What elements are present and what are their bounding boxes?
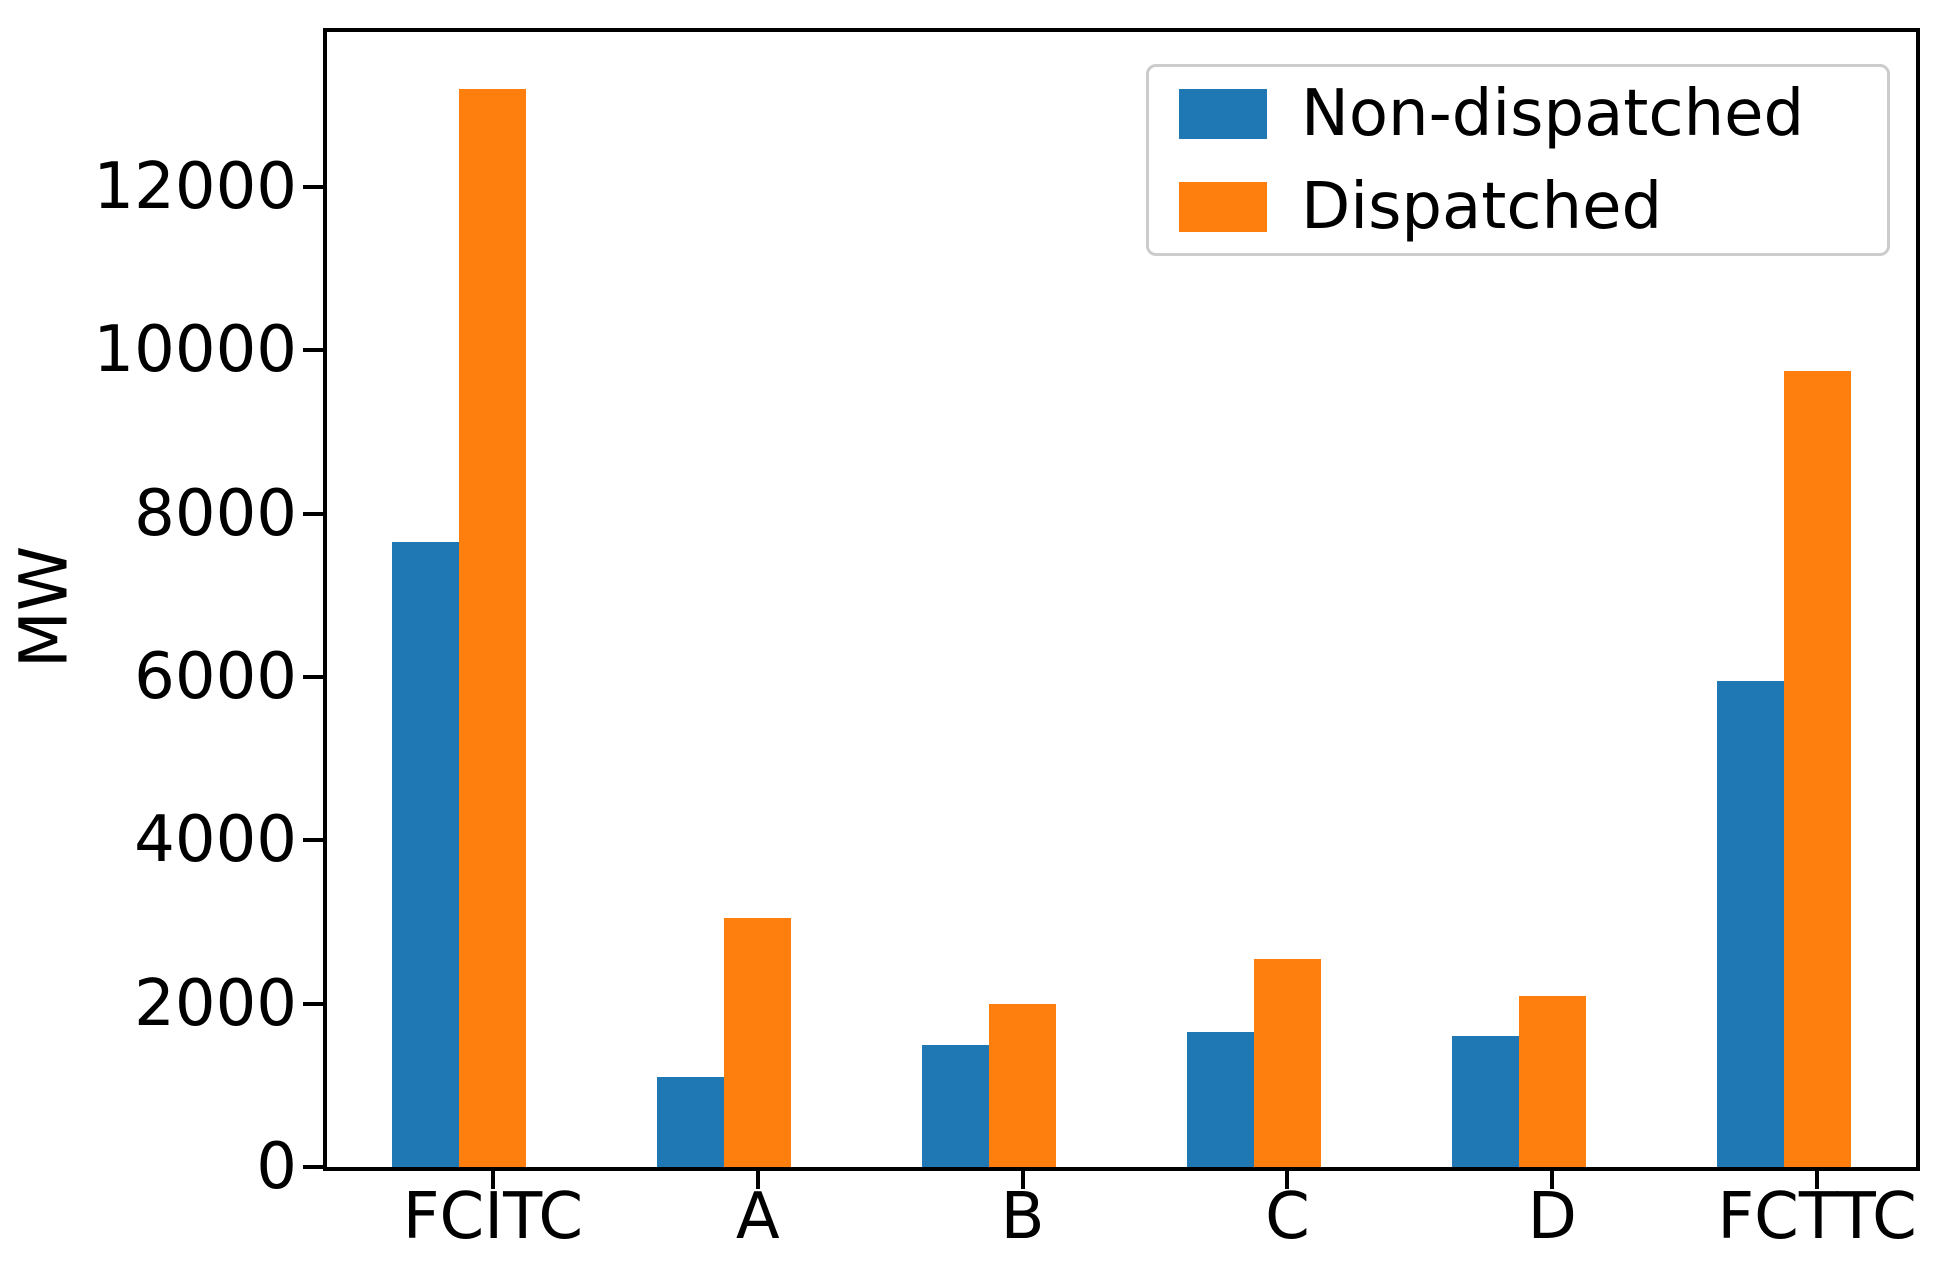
x-tick [1020,1171,1025,1189]
bar-dispatched-d [1518,995,1586,1167]
x-tick-label-a: A [735,1180,780,1254]
x-tick-label-b: B [1000,1180,1045,1254]
y-tick [303,185,327,190]
y-tick-label: 10000 [93,313,297,388]
bar-non-dispatched-fcitc [392,542,460,1167]
legend-swatch-dispatched [1179,181,1267,232]
y-tick-label: 12000 [93,150,297,225]
y-tick [303,675,327,680]
y-tick [303,1001,327,1006]
x-tick-label-c: C [1265,1180,1310,1254]
bar-dispatched-fcttc [1783,370,1851,1167]
bar-non-dispatched-fcttc [1716,681,1784,1167]
bar-non-dispatched-a [657,1077,725,1167]
bar-non-dispatched-c [1186,1032,1254,1167]
legend-entry-dispatched: Dispatched [1149,160,1887,253]
x-tick [1815,1171,1820,1189]
legend: Non-dispatched Dispatched [1146,64,1890,256]
x-tick-label-fcitc: FCITC [402,1180,584,1254]
y-tick-label: 4000 [134,803,297,878]
y-tick [303,348,327,353]
y-tick-label: 0 [256,1130,297,1204]
y-tick-label: 8000 [134,476,297,551]
legend-swatch-non-dispatched [1179,88,1267,139]
y-tick [303,511,327,516]
x-tick [1285,1171,1290,1189]
x-tick [490,1171,495,1189]
x-tick [755,1171,760,1189]
legend-label-dispatched: Dispatched [1301,169,1663,244]
x-tick-label-fcttc: FCTTC [1717,1180,1917,1254]
x-tick [1550,1171,1555,1189]
bar-dispatched-c [1253,958,1321,1167]
bar-non-dispatched-b [922,1044,990,1167]
bar-dispatched-a [724,917,792,1167]
legend-label-non-dispatched: Non-dispatched [1301,76,1805,151]
plot-area: Non-dispatched Dispatched [323,28,1920,1171]
y-tick-label: 6000 [134,640,297,715]
legend-entry-non-dispatched: Non-dispatched [1149,67,1887,160]
bar-non-dispatched-d [1451,1036,1519,1167]
bar-dispatched-b [989,1003,1057,1167]
y-tick [303,838,327,843]
bar-dispatched-fcitc [459,89,527,1167]
y-tick-label: 2000 [134,966,297,1041]
y-tick [303,1165,327,1169]
x-tick-label-d: D [1527,1180,1577,1254]
